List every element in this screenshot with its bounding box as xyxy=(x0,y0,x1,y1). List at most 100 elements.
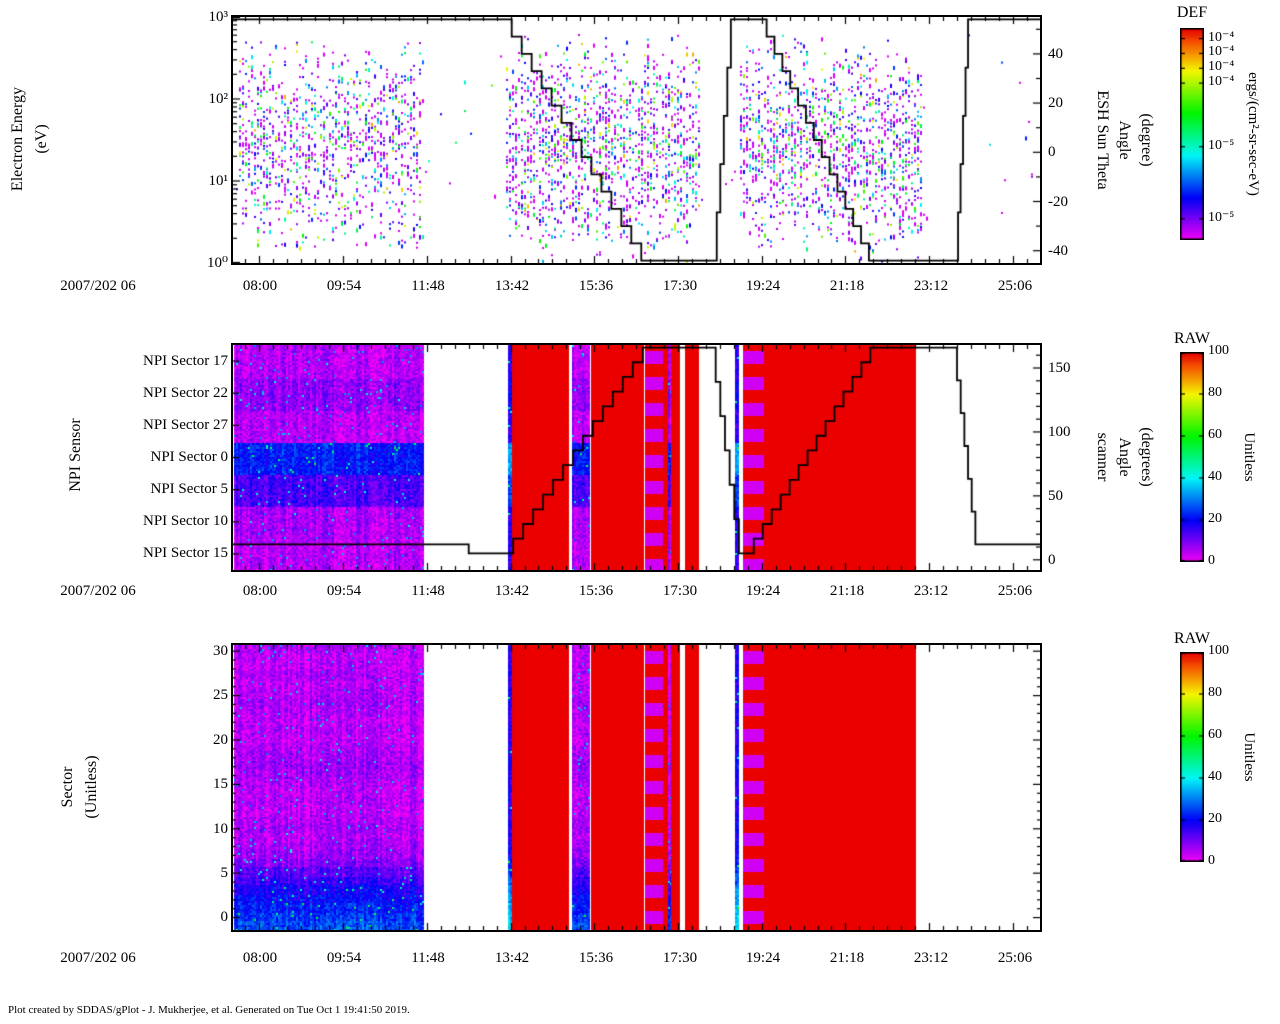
p3-date-label: 2007/202 06 xyxy=(60,950,136,966)
p1-cbtick: 10⁻⁴ xyxy=(1208,44,1235,59)
p1-rtick: 0 xyxy=(1048,144,1056,160)
p3-xtick: 08:00 xyxy=(242,950,278,966)
p2-xtick: 11:48 xyxy=(411,583,445,599)
p2-xtick: 15:36 xyxy=(578,583,614,599)
p1-cbtick: 10⁻⁴ xyxy=(1208,59,1235,74)
p1-xtick: 15:36 xyxy=(578,278,614,294)
p3-xtick: 09:54 xyxy=(326,950,362,966)
p3-xtick: 11:48 xyxy=(411,950,445,966)
p3-xtick: 15:36 xyxy=(578,950,614,966)
p1-cbtick: 10⁻⁵ xyxy=(1208,210,1235,225)
p2-colorbar-title: RAW xyxy=(1173,330,1211,347)
p3-ytick: 0 xyxy=(220,909,229,925)
p2-ytick: NPI Sector 0 xyxy=(150,449,229,465)
p1-ytick: 10⁰ xyxy=(206,255,228,271)
p2-ytick: NPI Sector 5 xyxy=(150,481,229,497)
footer-credit: Plot created by SDDAS/gPlot - J. Mukherj… xyxy=(8,1004,410,1016)
p3-colorbar-unit: Unitless xyxy=(1241,732,1257,782)
p3-colorbar xyxy=(1180,652,1204,862)
sector-spectrogram-canvas xyxy=(233,645,1040,930)
npi-spectrogram-canvas xyxy=(233,345,1040,570)
p3-xtick: 19:24 xyxy=(745,950,781,966)
p1-ylabel-line2: (eV) xyxy=(33,124,50,154)
p2-xtick: 08:00 xyxy=(242,583,278,599)
p1-xtick: 13:42 xyxy=(494,278,530,294)
p2-cbtick: 100 xyxy=(1208,343,1229,358)
p3-ytick: 10 xyxy=(213,821,228,837)
p3-cbtick: 20 xyxy=(1208,811,1222,826)
p3-cbtick: 100 xyxy=(1208,643,1229,658)
p1-colorbar-unit: ergs/(cm²-sr-sec-eV) xyxy=(1245,72,1261,196)
p1-ytick: 10² xyxy=(208,91,229,107)
p1-cbtick: 10⁻⁵ xyxy=(1208,138,1235,153)
p1-right-axis-label-line2: Angle xyxy=(1116,120,1133,160)
p2-xtick: 09:54 xyxy=(326,583,362,599)
p2-cbtick: 60 xyxy=(1208,427,1222,442)
p2-right-axis-label-line2: Angle xyxy=(1116,437,1133,477)
p1-colorbar xyxy=(1180,28,1204,240)
p2-ylabel: NPI Sensor xyxy=(67,418,84,492)
p3-xtick: 17:30 xyxy=(662,950,698,966)
p2-rtick: 100 xyxy=(1048,424,1071,440)
p3-ylabel-line2: (Unitless) xyxy=(83,755,100,819)
p1-xtick: 19:24 xyxy=(745,278,781,294)
p2-ytick: NPI Sector 27 xyxy=(143,417,228,433)
p2-rtick: 0 xyxy=(1048,552,1056,568)
p2-ytick: NPI Sector 10 xyxy=(143,513,228,529)
p1-ytick: 10³ xyxy=(208,9,229,25)
p2-cbtick: 40 xyxy=(1208,469,1222,484)
p2-date-label: 2007/202 06 xyxy=(60,583,136,599)
p2-right-axis-label-line3: (degrees) xyxy=(1138,427,1155,487)
p2-xtick: 17:30 xyxy=(662,583,698,599)
p1-right-axis-label-line3: (degree) xyxy=(1138,113,1155,167)
p3-ylabel-line1: Sector xyxy=(59,766,76,808)
p2-rtick: 150 xyxy=(1048,360,1071,376)
p2-xtick: 19:24 xyxy=(745,583,781,599)
p1-xtick: 25:06 xyxy=(997,278,1033,294)
p2-xtick: 25:06 xyxy=(997,583,1033,599)
p1-xtick: 11:48 xyxy=(411,278,445,294)
p3-xtick: 23:12 xyxy=(913,950,949,966)
p1-plot-box xyxy=(231,15,1042,265)
p2-colorbar xyxy=(1180,352,1204,562)
p3-xtick: 21:18 xyxy=(829,950,865,966)
p3-cbtick: 80 xyxy=(1208,685,1222,700)
p2-ytick: NPI Sector 15 xyxy=(143,545,228,561)
p1-ylabel-line1: Electron Energy xyxy=(9,86,26,192)
p3-ytick: 5 xyxy=(220,865,229,881)
p2-ytick: NPI Sector 17 xyxy=(143,353,228,369)
p3-colorbar-title: RAW xyxy=(1173,630,1211,647)
p2-xtick: 21:18 xyxy=(829,583,865,599)
p3-cbtick: 60 xyxy=(1208,727,1222,742)
p3-ytick: 25 xyxy=(213,687,228,703)
p3-xtick: 25:06 xyxy=(997,950,1033,966)
electron-spectrogram-canvas xyxy=(233,17,1040,263)
p1-cbtick: 10⁻⁴ xyxy=(1208,74,1235,89)
p1-xtick: 08:00 xyxy=(242,278,278,294)
p2-xtick: 23:12 xyxy=(913,583,949,599)
p2-ytick: NPI Sector 22 xyxy=(143,385,228,401)
p3-plot-box xyxy=(231,643,1042,932)
p1-xtick: 23:12 xyxy=(913,278,949,294)
p2-cbtick: 0 xyxy=(1208,553,1215,568)
p2-cbtick: 80 xyxy=(1208,385,1222,400)
p2-xtick: 13:42 xyxy=(494,583,530,599)
p1-ytick: 10¹ xyxy=(208,173,229,189)
p1-rtick: 40 xyxy=(1048,46,1063,62)
p3-xtick: 13:42 xyxy=(494,950,530,966)
p3-ytick: 30 xyxy=(213,643,228,659)
p1-rtick: -20 xyxy=(1048,194,1068,210)
p2-colorbar-unit: Unitless xyxy=(1241,432,1257,482)
p1-date-label: 2007/202 06 xyxy=(60,278,136,294)
p1-xtick: 21:18 xyxy=(829,278,865,294)
p1-right-axis-label-line1: ESH Sun Theta xyxy=(1094,90,1111,190)
p2-plot-box xyxy=(231,343,1042,572)
p3-cbtick: 40 xyxy=(1208,769,1222,784)
p1-colorbar-title: DEF xyxy=(1176,4,1208,21)
p3-ytick: 20 xyxy=(213,732,228,748)
p3-ytick: 15 xyxy=(213,776,228,792)
p1-cbtick: 10⁻⁴ xyxy=(1208,30,1235,45)
p1-rtick: -40 xyxy=(1048,243,1068,259)
p2-cbtick: 20 xyxy=(1208,511,1222,526)
